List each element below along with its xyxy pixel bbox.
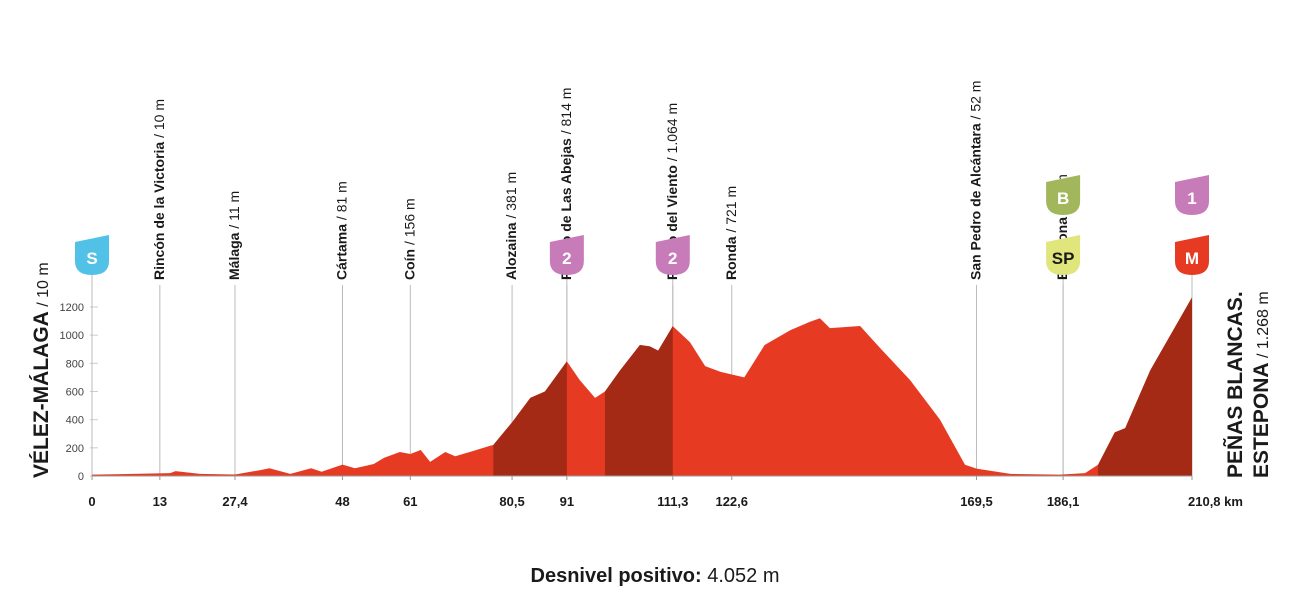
marker-badge bbox=[655, 235, 690, 275]
waypoint-name: Ronda bbox=[722, 236, 738, 280]
waypoint-label: Ronda / 721 m bbox=[722, 186, 738, 280]
start-name: VÉLEZ-MÁLAGA bbox=[30, 311, 53, 478]
x-tick-label: 0 bbox=[88, 494, 95, 509]
waypoint-name: Alozaina bbox=[503, 222, 519, 280]
waypoint-altitude: / 156 m bbox=[401, 198, 417, 249]
waypoint-name: Coín bbox=[401, 249, 417, 280]
climb-area bbox=[493, 297, 1192, 476]
x-tick-label: 27,4 bbox=[222, 494, 248, 509]
waypoint-altitude: / 814 m bbox=[558, 88, 574, 139]
x-tick-label: 169,5 bbox=[960, 494, 993, 509]
x-tick-label: 13 bbox=[153, 494, 167, 509]
start-label: VÉLEZ-MÁLAGA / 10 m bbox=[30, 262, 53, 478]
marker-badge bbox=[549, 235, 584, 275]
x-tick-label: 48 bbox=[335, 494, 349, 509]
marker-label: B bbox=[1057, 189, 1069, 208]
x-tick-label: 61 bbox=[403, 494, 417, 509]
marker-label: 2 bbox=[668, 249, 677, 268]
x-tick-label: 80,5 bbox=[499, 494, 524, 509]
summary: Desnivel positivo: 4.052 m bbox=[531, 565, 780, 587]
marker-label: M bbox=[1185, 249, 1199, 268]
y-tick-label: 200 bbox=[66, 443, 84, 455]
x-tick-label: 186,1 bbox=[1047, 494, 1080, 509]
finish-altitude: / 1.268 m bbox=[1255, 291, 1272, 362]
summary-label: Desnivel positivo: bbox=[531, 565, 702, 587]
marker-badge bbox=[1175, 175, 1209, 215]
waypoint-label: Cártama / 81 m bbox=[333, 181, 349, 280]
finish-line-2: ESTEPONA bbox=[1250, 362, 1273, 478]
waypoint-altitude: / 81 m bbox=[333, 181, 349, 224]
finish-line-1: PEÑAS BLANCAS. bbox=[1224, 291, 1247, 478]
y-tick-label: 400 bbox=[66, 415, 84, 427]
waypoint-label: San Pedro de Alcántara / 52 m bbox=[967, 81, 983, 280]
x-tick-label: 91 bbox=[560, 494, 574, 509]
waypoint-name: San Pedro de Alcántara bbox=[967, 123, 983, 280]
waypoint-altitude: / 721 m bbox=[722, 186, 738, 237]
finish-label: ESTEPONA / 1.268 m bbox=[1250, 291, 1273, 478]
waypoint-altitude: / 381 m bbox=[503, 172, 519, 223]
x-tick-label: 122,6 bbox=[715, 494, 748, 509]
waypoint-altitude: / 52 m bbox=[967, 81, 983, 124]
marker-badge bbox=[1046, 235, 1081, 275]
marker-badge bbox=[75, 235, 109, 275]
x-tick-label: 210,8 km bbox=[1188, 494, 1243, 509]
marker-badge bbox=[1175, 235, 1209, 275]
waypoint-name: Cártama bbox=[333, 224, 349, 280]
y-tick-label: 0 bbox=[78, 471, 84, 483]
marker-label: S bbox=[86, 249, 97, 268]
summary-value: 4.052 m bbox=[702, 565, 780, 587]
waypoint-name: Málaga bbox=[226, 232, 242, 280]
marker-badge bbox=[1046, 175, 1081, 215]
waypoint-label: Alozaina / 381 m bbox=[503, 172, 519, 280]
waypoint-altitude: / 11 m bbox=[226, 191, 242, 233]
y-tick-label: 800 bbox=[66, 358, 84, 370]
marker-label: 1 bbox=[1187, 189, 1196, 208]
waypoint-label: Rincón de la Victoria / 10 m bbox=[151, 99, 167, 280]
waypoint-label: Coín / 156 m bbox=[401, 198, 417, 280]
y-tick-label: 1000 bbox=[60, 330, 84, 342]
y-tick-label: 600 bbox=[66, 387, 84, 399]
y-tick-label: 1200 bbox=[60, 302, 84, 314]
waypoint-label: Málaga / 11 m bbox=[226, 191, 242, 280]
marker-label: SP bbox=[1052, 249, 1075, 268]
waypoint-name: Rincón de la Victoria bbox=[151, 142, 167, 280]
waypoint-altitude: / 1.064 m bbox=[663, 103, 679, 165]
marker-label: 2 bbox=[562, 249, 571, 268]
x-tick-label: 111,3 bbox=[657, 494, 688, 509]
start-altitude: / 10 m bbox=[35, 262, 52, 311]
waypoint-altitude: / 10 m bbox=[151, 99, 167, 142]
